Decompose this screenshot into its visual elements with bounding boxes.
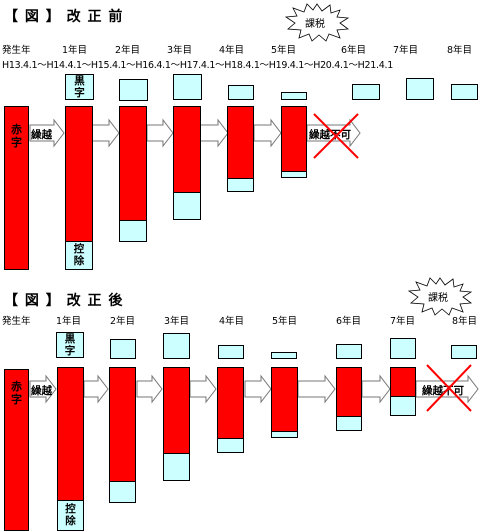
before-year-3: 3年目 (167, 45, 193, 56)
before-deduct-y3 (173, 192, 201, 220)
before-year-7: 7年目 (393, 45, 419, 56)
after-deduct-y5 (271, 431, 298, 438)
after-year-7: 7年目 (390, 316, 416, 327)
after-deduct-y7 (390, 396, 416, 416)
after-year-4: 4年目 (219, 316, 245, 327)
before-profit-y6 (352, 84, 380, 100)
before-dates: H13.4.1～H14.4.1～H15.4.1～H16.4.1～H17.4.1～… (2, 60, 393, 71)
burst-icon (407, 277, 473, 316)
before-profit-y4 (228, 85, 254, 100)
before-profit-y5 (281, 92, 307, 100)
after-year-6: 6年目 (336, 316, 362, 327)
after-deduct-y2 (109, 481, 136, 503)
after-carry-y2 (109, 367, 136, 503)
after-deduct-y3 (163, 453, 190, 481)
after-profit-y5 (271, 352, 297, 359)
before-tax-burst: 課税 (282, 2, 352, 42)
before-profit-y7 (406, 78, 434, 100)
after-tax-label: 課税 (428, 293, 448, 304)
before-year-0: 発生年 (2, 45, 31, 56)
before-year-5: 5年目 (271, 45, 297, 56)
after-year-2: 2年目 (110, 316, 136, 327)
before-year-1: 1年目 (62, 45, 88, 56)
after-profit-y7 (390, 338, 416, 359)
before-deduct-label: 控 除 (73, 243, 85, 267)
after-year-3: 3年目 (164, 316, 190, 327)
after-year-0: 発生年 (2, 316, 31, 327)
before-carry-y4 (227, 106, 254, 192)
after-deduct-y4 (217, 438, 244, 453)
before-profit-y8 (451, 84, 478, 100)
after-carry-y5 (271, 367, 298, 438)
before-profit-y2 (119, 79, 148, 101)
after-carry-label: 繰越 (31, 385, 52, 397)
after-profit-y2 (110, 339, 136, 359)
after-profit-y6 (336, 344, 362, 359)
before-deduct-y4 (227, 178, 254, 192)
after-year-8: 8年目 (452, 316, 478, 327)
before-profit-y3 (173, 74, 202, 100)
before-carry-y5 (281, 106, 307, 178)
after-deduct-y1 (57, 500, 84, 531)
before-tax-label: 課税 (305, 19, 325, 30)
after-profit-y3 (163, 333, 190, 359)
after-tax-burst: 課税 (405, 276, 475, 316)
after-profit-y1 (56, 332, 84, 358)
after-title: 【 図 】 改 正 後 (4, 293, 124, 309)
burst-icon (284, 3, 350, 42)
before-deduct-y5 (281, 171, 307, 178)
before-title: 【 図 】 改 正 前 (4, 9, 124, 25)
after-black-label: 黒 字 (64, 333, 76, 357)
after-deduct-label: 控 除 (65, 503, 76, 527)
after-year-1: 1年目 (56, 316, 82, 327)
before-loss-label: 赤 字 (11, 123, 22, 149)
before-year-8: 8年目 (447, 45, 473, 56)
before-profit-y1 (65, 74, 94, 100)
after-deduct-y6 (336, 416, 362, 431)
after-year-5: 5年目 (272, 316, 298, 327)
before-year-4: 4年目 (219, 45, 245, 56)
before-year-6: 6年目 (341, 45, 367, 56)
before-year-2: 2年目 (115, 45, 141, 56)
after-profit-y4 (218, 345, 244, 359)
after-loss-bar (4, 369, 29, 531)
before-deduct-y2 (119, 220, 147, 242)
before-carry-y2 (119, 106, 147, 242)
after-loss-label: 赤 字 (11, 380, 22, 406)
before-loss-bar (4, 106, 29, 270)
before-black-label: 黒 字 (74, 75, 85, 99)
before-deduct-y1 (65, 241, 93, 270)
before-carry-label: 繰越 (31, 129, 52, 141)
after-profit-y8 (451, 345, 477, 359)
